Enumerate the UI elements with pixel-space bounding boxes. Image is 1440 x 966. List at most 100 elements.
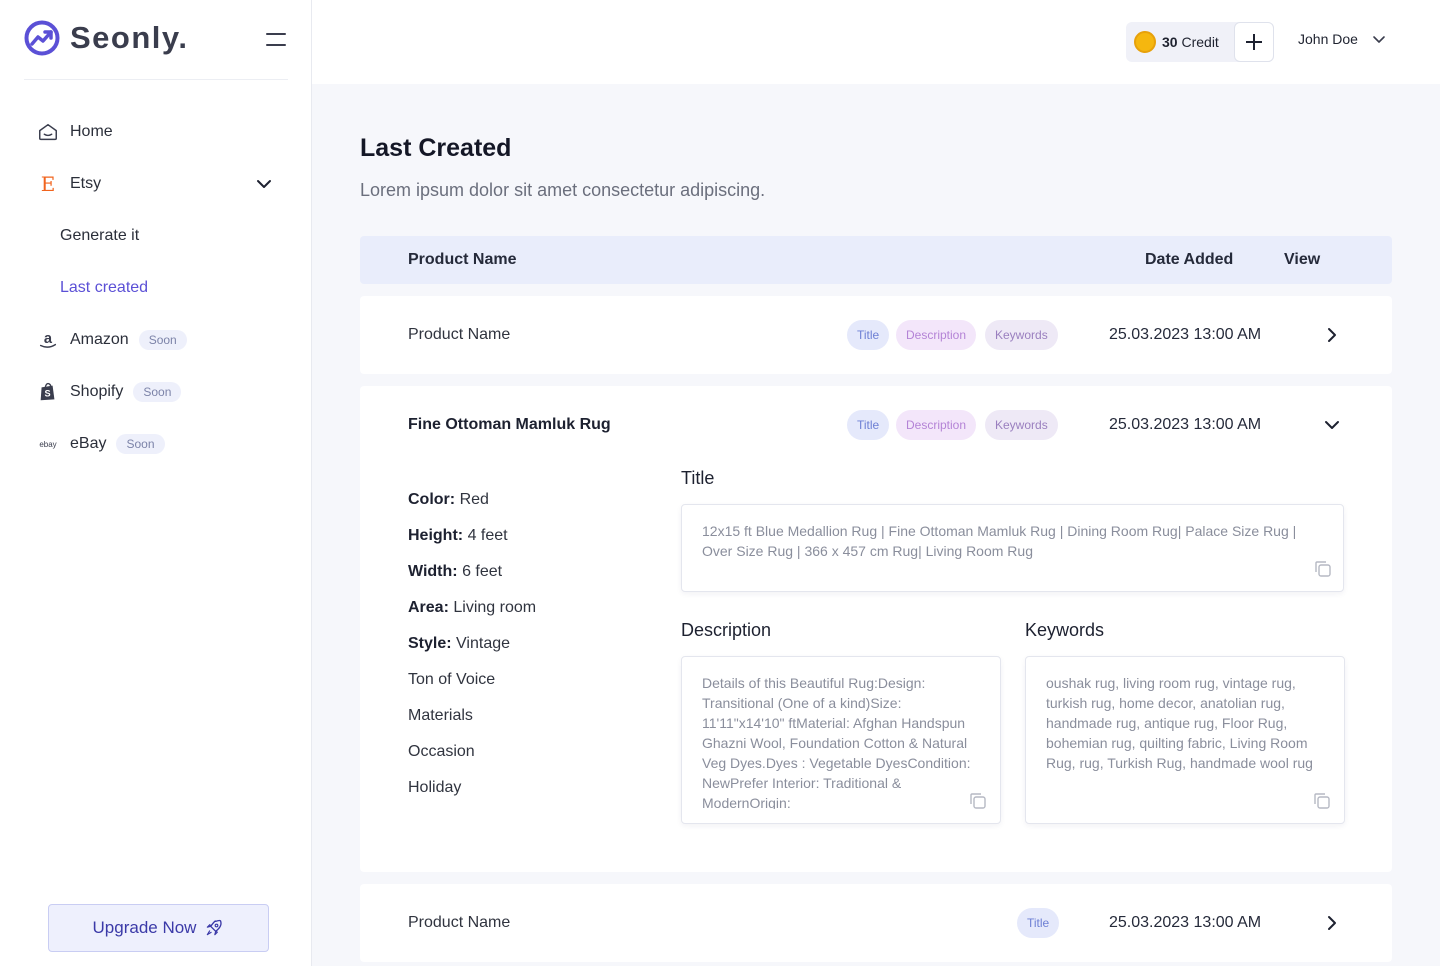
page-title: Last Created [360, 134, 512, 162]
attribute-key: Area: [408, 599, 449, 616]
description-output[interactable]: Details of this Beautiful Rug:Design: Tr… [681, 656, 1001, 824]
amazon-icon: a [36, 328, 60, 352]
svg-text:a: a [44, 331, 53, 347]
attribute-value: Living room [453, 599, 537, 616]
product-name: Product Name [408, 326, 511, 343]
title-output[interactable]: 12x15 ft Blue Medallion Rug | Fine Ottom… [681, 504, 1344, 592]
chevron-right-icon[interactable] [1320, 911, 1344, 935]
logo-icon [24, 20, 60, 56]
brand[interactable]: Seonly. [24, 20, 188, 56]
page-subtitle: Lorem ipsum dolor sit amet consectetur a… [360, 180, 766, 200]
chevron-down-icon[interactable] [252, 172, 276, 196]
chevron-down-icon[interactable] [1320, 413, 1344, 437]
plus-icon [1246, 34, 1262, 50]
attribute-occasion: Occasion [408, 743, 475, 760]
sidebar-item-ebay[interactable]: ebay eBay Soon [36, 430, 165, 458]
credit-text: 30 Credit [1162, 34, 1219, 50]
sidebar: Seonly. Home E Etsy Generate it Last cre… [0, 0, 312, 966]
attribute-value: 6 feet [462, 563, 503, 580]
upgrade-label: Upgrade Now [92, 918, 197, 937]
top-bar: 30 Credit John Doe [312, 0, 1440, 84]
attribute-value: Red [459, 491, 489, 508]
attribute-height: Height: 4 feet [408, 527, 508, 545]
home-icon [36, 120, 60, 144]
keywords-heading: Keywords [1025, 620, 1105, 640]
user-name: John Doe [1298, 31, 1358, 47]
sidebar-item-label: eBay [70, 435, 107, 452]
attribute-tone-of-voice: Ton of Voice [408, 671, 496, 688]
table-row-expanded[interactable]: Fine Ottoman Mamluk Rug Title Descriptio… [360, 386, 1392, 872]
keywords-output[interactable]: oushak rug, living room rug, vintage rug… [1025, 656, 1345, 824]
tag-keywords: Keywords [985, 410, 1058, 440]
copy-icon[interactable] [1312, 791, 1332, 811]
attribute-style: Style: Vintage [408, 635, 510, 653]
svg-text:S: S [44, 389, 50, 399]
date-added: 25.03.2023 13:00 AM [1109, 326, 1262, 343]
sidebar-item-label: Home [70, 123, 113, 140]
attribute-value: 4 feet [467, 527, 508, 544]
upgrade-button[interactable]: Upgrade Now [48, 904, 269, 952]
sidebar-item-amazon[interactable]: a Amazon Soon [36, 326, 187, 354]
sidebar-item-label: Etsy [70, 175, 102, 192]
ebay-icon: ebay [36, 432, 60, 456]
menu-icon[interactable] [264, 28, 288, 52]
table-row[interactable]: Product Name Title Description Keywords … [360, 296, 1392, 374]
attribute-value: Vintage [456, 635, 511, 652]
chevron-down-icon [1373, 36, 1385, 43]
product-name: Product Name [408, 914, 511, 931]
shopify-icon: S [36, 380, 60, 404]
attribute-key: Height: [408, 527, 464, 544]
credit-label: Credit [1181, 34, 1219, 50]
soon-badge: Soon [133, 382, 182, 402]
description-text: Details of this Beautiful Rug:Design: Tr… [702, 675, 971, 809]
tag-title: Title [1017, 908, 1060, 938]
title-text: 12x15 ft Blue Medallion Rug | Fine Ottom… [702, 523, 1297, 559]
add-credit-button[interactable] [1234, 22, 1274, 62]
chevron-right-icon[interactable] [1320, 323, 1344, 347]
sidebar-item-home[interactable]: Home [36, 118, 113, 146]
date-added: 25.03.2023 13:00 AM [1109, 914, 1262, 931]
attribute-color: Color: Red [408, 491, 489, 509]
attribute-key: Width: [408, 563, 458, 580]
tag-title: Title [847, 410, 890, 440]
description-heading: Description [681, 620, 772, 640]
attribute-key: Color: [408, 491, 456, 508]
credit-balance: 30 Credit [1126, 22, 1274, 62]
attribute-width: Width: 6 feet [408, 563, 502, 581]
soon-badge: Soon [138, 330, 187, 350]
attribute-area: Area: Living room [408, 599, 536, 617]
tag-description: Description [896, 410, 977, 440]
sidebar-item-label: Shopify [70, 383, 124, 400]
attribute-key: Style: [408, 635, 452, 652]
attribute-holiday: Holiday [408, 779, 462, 796]
date-added: 25.03.2023 13:00 AM [1109, 416, 1262, 433]
copy-icon[interactable] [968, 791, 988, 811]
credit-amount: 30 [1162, 34, 1178, 50]
sidebar-subitem-last-created[interactable]: Last created [60, 279, 149, 296]
user-menu[interactable]: John Doe [1298, 30, 1388, 48]
column-header-product: Product Name [408, 251, 517, 268]
sidebar-divider [24, 79, 288, 80]
soon-badge: Soon [116, 434, 165, 454]
tag-keywords: Keywords [985, 320, 1058, 350]
table-header: Product Name Date Added View [360, 236, 1392, 284]
sidebar-item-shopify[interactable]: S Shopify Soon [36, 378, 182, 406]
product-name: Fine Ottoman Mamluk Rug [408, 416, 611, 433]
coin-icon [1134, 31, 1156, 53]
sidebar-item-etsy[interactable]: E Etsy [36, 170, 101, 198]
table-row[interactable]: Product Name Title 25.03.2023 13:00 AM [360, 884, 1392, 962]
attribute-materials: Materials [408, 707, 473, 724]
column-header-view: View [1284, 251, 1321, 268]
title-heading: Title [681, 468, 715, 488]
keywords-text: oushak rug, living room rug, vintage rug… [1046, 675, 1313, 771]
tag-title: Title [847, 320, 890, 350]
column-header-date: Date Added [1145, 251, 1234, 268]
copy-icon[interactable] [1313, 559, 1333, 579]
svg-text:ebay: ebay [39, 440, 56, 449]
sidebar-item-label: Amazon [70, 331, 129, 348]
tag-description: Description [896, 320, 977, 350]
sidebar-subitem-generate[interactable]: Generate it [60, 227, 140, 244]
brand-name: Seonly. [70, 20, 189, 55]
etsy-icon: E [40, 172, 56, 196]
rocket-icon [207, 919, 223, 936]
